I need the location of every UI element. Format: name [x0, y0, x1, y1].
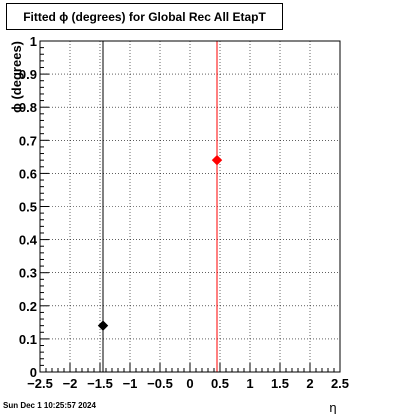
- marker-lines: [102, 41, 218, 372]
- y-tick-label: 0.9: [19, 67, 37, 82]
- x-tick-label: 0.5: [211, 376, 229, 391]
- y-tick-label: 0.5: [19, 200, 37, 215]
- y-tick-label: 1: [30, 34, 37, 49]
- data-points: [97, 154, 223, 331]
- x-tick-label: 2: [306, 376, 313, 391]
- y-tick-label: 0.1: [19, 332, 37, 347]
- x-tick-label: −1.5: [87, 376, 113, 391]
- grid-lines: [40, 41, 340, 372]
- y-axis: 0 0.1 0.2 0.3 0.4 0.5 0.6 0.7 0.8 0.9 1: [19, 34, 49, 380]
- y-tick-label: 0.8: [19, 100, 37, 115]
- y-tick-label: 0: [30, 365, 37, 380]
- chart-title: Fitted ϕ (degrees) for Global Rec All Et…: [23, 10, 266, 24]
- y-tick-label: 0.3: [19, 266, 37, 281]
- data-point: [211, 154, 223, 166]
- data-point: [97, 320, 109, 331]
- x-axis-label: η: [329, 400, 336, 414]
- x-tick-label: −2: [63, 376, 78, 391]
- footer-timestamp: Sun Dec 1 10:25:57 2024: [3, 401, 96, 410]
- y-tick-label: 0.2: [19, 299, 37, 314]
- x-tick-label: 1.5: [271, 376, 289, 391]
- x-tick-label: −2.5: [27, 376, 53, 391]
- chart-title-box: Fitted ϕ (degrees) for Global Rec All Et…: [6, 3, 283, 30]
- x-tick-label: −1: [123, 376, 138, 391]
- x-axis: −2.5 −2 −1.5 −1 −0.5 0 0.5 1 1.5 2 2.5: [27, 363, 349, 391]
- x-tick-label: 0: [186, 376, 193, 391]
- y-axis-label: ϕ (degrees): [9, 41, 24, 113]
- y-tick-label: 0.6: [19, 166, 37, 181]
- x-tick-label: 2.5: [331, 376, 349, 391]
- y-tick-label: 0.7: [19, 133, 37, 148]
- y-tick-label: 0.4: [19, 233, 38, 248]
- x-tick-label: −0.5: [147, 376, 173, 391]
- x-tick-label: 1: [246, 376, 253, 391]
